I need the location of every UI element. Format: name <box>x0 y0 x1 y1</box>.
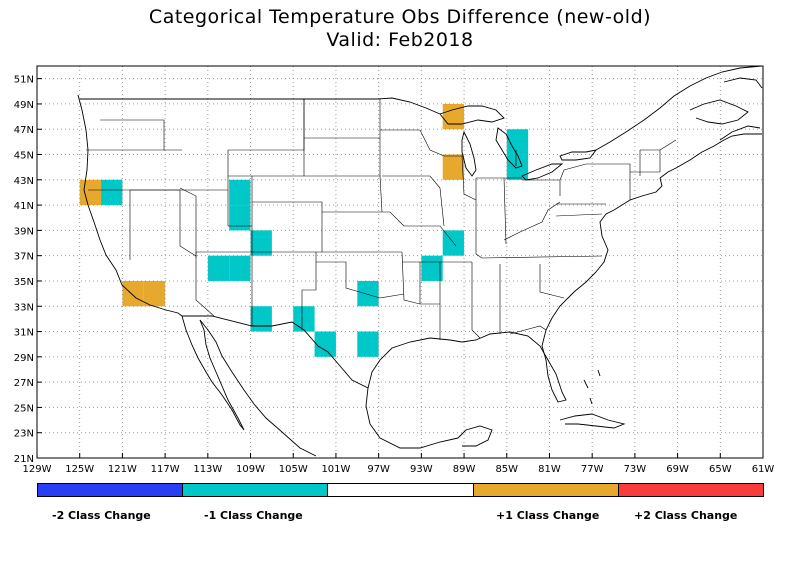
lon-tick-label: 65W <box>709 464 732 475</box>
legend-swatch <box>327 483 474 497</box>
gulf-st-lawrence-outline <box>689 99 749 125</box>
newfoundland-outline <box>723 77 763 89</box>
map-frame <box>36 65 764 459</box>
difference-cell <box>357 280 379 307</box>
lake-ontario <box>559 149 598 161</box>
legend-swatch <box>37 483 184 497</box>
lat-tick-label: 23N <box>14 429 34 440</box>
lat-tick-label: 43N <box>14 176 34 187</box>
new-england-outline <box>659 133 762 179</box>
graticule <box>37 66 763 458</box>
difference-cell <box>442 154 465 180</box>
west-coast-outline <box>77 94 183 317</box>
lon-tick-label: 113W <box>193 464 222 475</box>
lon-tick-label: 89W <box>453 464 476 475</box>
nova-scotia-outline <box>719 125 761 141</box>
difference-cell <box>79 179 102 206</box>
legend-swatch <box>472 483 619 497</box>
difference-cell <box>293 306 315 332</box>
lon-tick-label: 101W <box>321 464 350 475</box>
lat-tick-label: 27N <box>14 378 34 389</box>
lat-tick-label: 49N <box>14 100 34 111</box>
difference-cell <box>143 280 166 307</box>
lat-tick-label: 39N <box>14 226 34 237</box>
lon-tick-label: 81W <box>538 464 561 475</box>
map-title: Categorical Temperature Obs Difference (… <box>148 6 652 28</box>
lat-tick-label: 29N <box>14 353 34 364</box>
difference-cells <box>79 103 529 357</box>
lat-tick-label: 25N <box>14 403 34 414</box>
us-mexico-border <box>182 315 369 389</box>
cuba-outline <box>559 413 626 429</box>
yucatan-outline <box>457 425 493 447</box>
difference-cell <box>250 230 272 256</box>
state-borders <box>86 99 677 340</box>
mexico-gulf-coast-outline <box>365 387 459 449</box>
lon-tick-label: 109W <box>236 464 265 475</box>
lat-tick-label: 47N <box>14 125 34 136</box>
lat-tick-label: 21N <box>14 454 34 465</box>
map-subtitle: Valid: Feb2018 <box>326 29 474 51</box>
axis-ticks <box>36 78 764 459</box>
canada-coast-outline <box>595 65 763 151</box>
lat-tick-label: 33N <box>14 302 34 313</box>
lat-tick-label: 51N <box>14 75 34 86</box>
difference-cell <box>442 103 465 130</box>
lon-tick-label: 77W <box>581 464 604 475</box>
legend-label: +1 Class Change <box>496 509 600 522</box>
lon-tick-label: 97W <box>367 464 390 475</box>
difference-cell <box>421 255 443 281</box>
difference-cell <box>229 179 251 206</box>
lat-tick-label: 45N <box>14 151 34 162</box>
lon-tick-label: 121W <box>108 464 137 475</box>
difference-cell <box>357 331 379 357</box>
lat-tick-label: 41N <box>14 201 34 212</box>
us-canada-border <box>80 97 441 115</box>
difference-cell <box>229 205 251 231</box>
lat-tick-label: 35N <box>14 277 34 288</box>
difference-cell <box>101 179 123 206</box>
lon-tick-label: 105W <box>279 464 308 475</box>
atlantic-coast-outline <box>541 177 663 377</box>
difference-cell <box>229 255 251 281</box>
legend-label: -1 Class Change <box>204 509 303 522</box>
lon-tick-label: 93W <box>410 464 433 475</box>
legend-swatch <box>182 483 329 497</box>
lake-michigan <box>461 130 477 177</box>
map-outlines <box>77 65 763 457</box>
lon-tick-label: 73W <box>624 464 647 475</box>
lake-superior <box>439 105 505 125</box>
lake-erie <box>521 163 564 181</box>
legend-label: -2 Class Change <box>52 509 151 522</box>
lon-tick-label: 69W <box>666 464 689 475</box>
difference-cell <box>506 129 529 155</box>
lon-tick-label: 125W <box>65 464 94 475</box>
mexico-west-coast-outline <box>199 319 317 457</box>
lon-tick-label: 117W <box>151 464 180 475</box>
lon-tick-label: 129W <box>23 464 52 475</box>
difference-cell <box>250 306 272 332</box>
gulf-coast-outline <box>367 331 567 403</box>
baja-california-outline <box>181 315 245 431</box>
lat-tick-label: 31N <box>14 328 34 339</box>
lon-tick-label: 61W <box>752 464 775 475</box>
lat-tick-label: 37N <box>14 252 34 263</box>
lake-huron <box>495 127 523 169</box>
legend-label: +2 Class Change <box>634 509 738 522</box>
difference-cell <box>122 280 144 307</box>
axis-tick-labels: 129W 125W 121W 117W 113W 109W 105W 101W 97W 93W 89… <box>14 75 775 475</box>
difference-cell <box>207 255 230 281</box>
legend-swatch <box>617 483 764 497</box>
lon-tick-label: 85W <box>495 464 518 475</box>
difference-cell <box>314 331 336 357</box>
bahamas-outline <box>583 369 601 405</box>
